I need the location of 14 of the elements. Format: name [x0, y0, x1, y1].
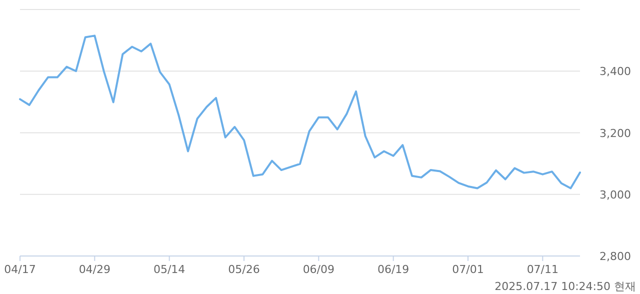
x-tick-label: 07/11 [526, 263, 559, 276]
x-tick-label: 04/29 [78, 263, 111, 276]
y-tick-label: 2,800 [600, 250, 631, 263]
x-tick-label: 06/19 [377, 263, 410, 276]
line-series [19, 34, 581, 190]
y-tick-label: 3,200 [600, 126, 631, 140]
y-tick-label: 3,000 [600, 188, 631, 202]
text: 2025.07.17 10:24:50 현재 [494, 280, 636, 293]
x-tick-label: 06/09 [302, 263, 335, 276]
y-tick-label: 3,400 [600, 65, 631, 78]
x-tick-label: 04/17 [4, 263, 36, 276]
x-tick-label: 07/01 [452, 263, 484, 276]
x-tick-label: 05/26 [228, 263, 260, 276]
x-tick-label: 05/14 [153, 263, 186, 276]
